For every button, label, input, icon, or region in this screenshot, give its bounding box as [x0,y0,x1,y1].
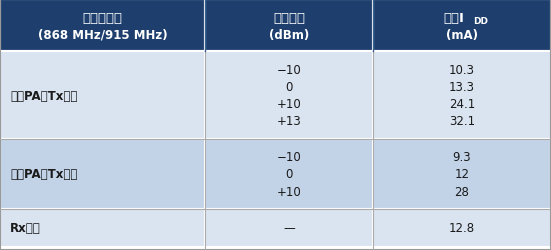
Text: 收发器状态: 收发器状态 [83,12,122,24]
Text: 24.1: 24.1 [449,98,475,110]
Bar [205,0,373,52]
Text: Rx模式: Rx模式 [10,222,41,234]
Text: (868 MHz/915 MHz): (868 MHz/915 MHz) [37,28,168,41]
Text: 10.3: 10.3 [449,64,475,77]
Text: 0: 0 [285,168,293,181]
Bar [0,209,205,247]
Text: +10: +10 [277,186,301,198]
Text: 13.3: 13.3 [449,81,475,94]
Text: −10: −10 [277,64,301,77]
Text: (dBm): (dBm) [269,28,309,41]
Bar [205,209,373,247]
Text: 差分PA，Tx模式: 差分PA，Tx模式 [10,168,77,181]
Text: 9.3: 9.3 [453,150,471,163]
Bar [205,52,373,140]
Text: 12: 12 [455,168,469,181]
Text: 12.8: 12.8 [449,222,475,234]
Text: −10: −10 [277,150,301,163]
Text: 单端PA，Tx模式: 单端PA，Tx模式 [10,89,77,102]
Bar [373,140,551,209]
Text: —: — [283,222,295,234]
Bar [373,0,551,52]
Text: DD: DD [473,18,489,26]
Text: +13: +13 [277,114,301,127]
Text: 典型I: 典型I [444,12,464,24]
Bar [0,140,205,209]
Text: 32.1: 32.1 [449,114,475,127]
Text: (mA): (mA) [446,28,478,41]
Text: 输出功率: 输出功率 [273,12,305,24]
Text: +10: +10 [277,98,301,110]
Text: 0: 0 [285,81,293,94]
Bar [373,52,551,140]
Bar [0,0,205,52]
Text: 28: 28 [455,186,469,198]
Bar [205,140,373,209]
Bar [373,209,551,247]
Bar [0,52,205,140]
